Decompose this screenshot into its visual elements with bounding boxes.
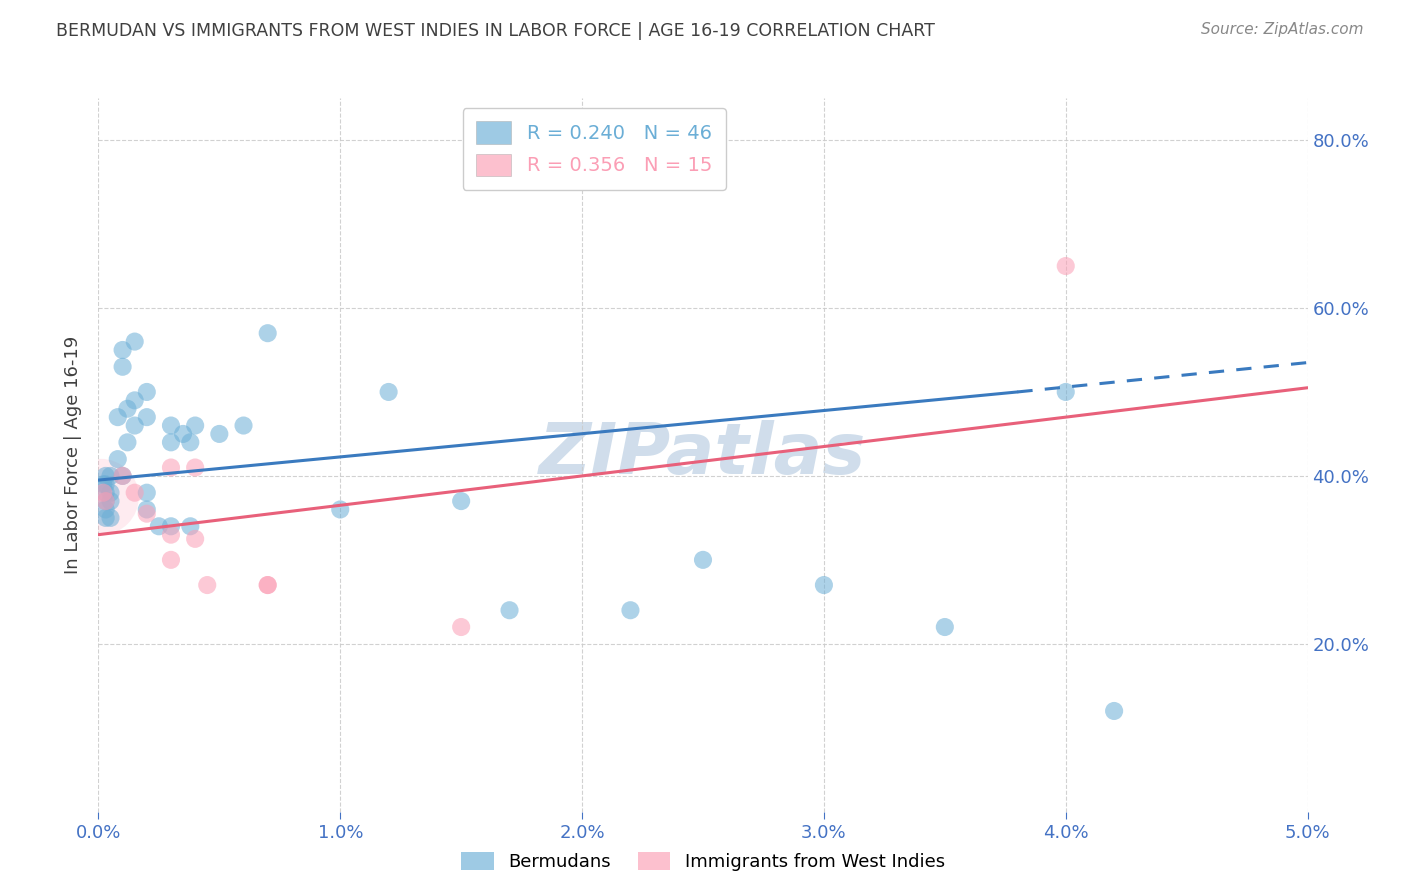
Point — [117, 401, 139, 416]
Point — [450, 494, 472, 508]
Point — [184, 532, 207, 546]
Point — [256, 326, 278, 341]
Point — [450, 620, 472, 634]
Point — [1054, 384, 1077, 399]
Point — [184, 460, 207, 475]
Point — [111, 343, 134, 357]
Point — [160, 553, 183, 567]
Text: Source: ZipAtlas.com: Source: ZipAtlas.com — [1201, 22, 1364, 37]
Point — [172, 426, 194, 441]
Point — [135, 507, 157, 521]
Point — [94, 485, 117, 500]
Legend: Bermudans, Immigrants from West Indies: Bermudans, Immigrants from West Indies — [454, 845, 952, 879]
Point — [111, 359, 134, 374]
Point — [111, 469, 134, 483]
Point — [160, 527, 183, 541]
Point — [195, 578, 218, 592]
Point — [498, 603, 520, 617]
Point — [100, 485, 122, 500]
Point — [179, 519, 201, 533]
Point — [135, 410, 157, 425]
Point — [94, 477, 117, 491]
Point — [160, 418, 183, 433]
Point — [94, 511, 117, 525]
Point — [111, 469, 134, 483]
Point — [124, 393, 146, 408]
Legend: R = 0.240   N = 46, R = 0.356   N = 15: R = 0.240 N = 46, R = 0.356 N = 15 — [463, 108, 725, 190]
Point — [329, 502, 352, 516]
Point — [135, 502, 157, 516]
Point — [90, 490, 112, 504]
Y-axis label: In Labor Force | Age 16-19: In Labor Force | Age 16-19 — [65, 335, 83, 574]
Point — [256, 578, 278, 592]
Point — [377, 384, 399, 399]
Point — [94, 494, 117, 508]
Point — [813, 578, 835, 592]
Point — [100, 511, 122, 525]
Point — [94, 494, 117, 508]
Point — [160, 519, 183, 533]
Point — [100, 494, 122, 508]
Point — [184, 418, 207, 433]
Point — [256, 578, 278, 592]
Point — [124, 334, 146, 349]
Point — [208, 426, 231, 441]
Point — [94, 502, 117, 516]
Point — [107, 452, 129, 467]
Point — [94, 469, 117, 483]
Text: ZIPatlas: ZIPatlas — [540, 420, 866, 490]
Point — [107, 410, 129, 425]
Text: BERMUDAN VS IMMIGRANTS FROM WEST INDIES IN LABOR FORCE | AGE 16-19 CORRELATION C: BERMUDAN VS IMMIGRANTS FROM WEST INDIES … — [56, 22, 935, 40]
Point — [117, 435, 139, 450]
Point — [135, 485, 157, 500]
Point — [692, 553, 714, 567]
Point — [91, 485, 114, 500]
Point — [934, 620, 956, 634]
Point — [160, 435, 183, 450]
Point — [148, 519, 170, 533]
Point — [232, 418, 254, 433]
Point — [619, 603, 641, 617]
Point — [124, 485, 146, 500]
Point — [124, 418, 146, 433]
Point — [1102, 704, 1125, 718]
Point — [100, 469, 122, 483]
Point — [1054, 259, 1077, 273]
Point — [91, 477, 114, 491]
Point — [179, 435, 201, 450]
Point — [135, 384, 157, 399]
Point — [160, 460, 183, 475]
